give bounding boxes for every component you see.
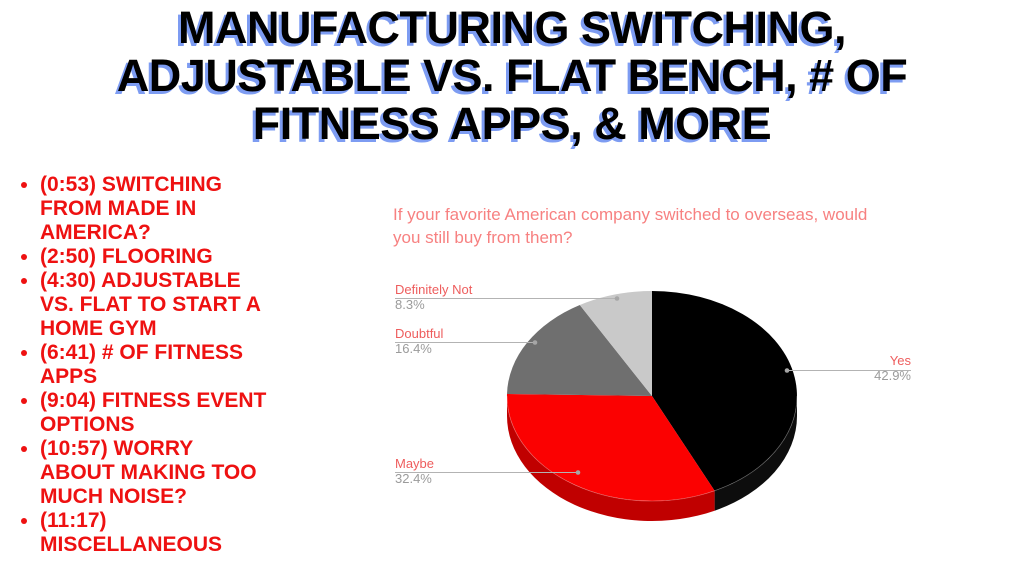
chapter-list: (0:53) SWITCHING FROM MADE IN AMERICA?(2… [14, 173, 376, 557]
slice-name-yes: Yes [889, 353, 911, 368]
pie-slice-doubtful [507, 305, 652, 396]
pie-rim-seam [714, 395, 798, 492]
chapter-item: (4:30) ADJUSTABLE VS. FLAT TO START A HO… [40, 269, 376, 341]
slice-pct-maybe: 32.4% [395, 471, 432, 486]
slice-pct-doubtful: 16.4% [395, 341, 432, 356]
leader-dot-definitely-not [614, 296, 620, 301]
pie-chart-panel: If your favorite American company switch… [390, 195, 1024, 576]
slice-name-definitely-not: Definitely Not [395, 282, 473, 297]
chart-title: If your favorite American company switch… [393, 205, 868, 247]
main-title: MANUFACTURING SWITCHING, ADJUSTABLE VS. … [116, 2, 908, 149]
chapter-item: (9:04) FITNESS EVENT OPTIONS [40, 389, 376, 437]
leader-dot-yes [784, 368, 790, 373]
pie-slice-yes [652, 291, 797, 491]
slice-pct-definitely-not: 8.3% [395, 297, 425, 312]
pie-slice-maybe [506, 394, 715, 501]
chapter-item: (11:17) MISCELLANEOUS [40, 509, 376, 557]
pie-slice-definitely-not [579, 291, 652, 396]
chapter-item: (0:53) SWITCHING FROM MADE IN AMERICA? [40, 173, 376, 245]
pie-rim-yes [714, 396, 797, 511]
slice-label-yes: Yes 42.9% [874, 353, 911, 383]
slice-name-doubtful: Doubtful [395, 326, 444, 341]
chapter-item: (10:57) WORRY ABOUT MAKING TOO MUCH NOIS… [40, 437, 376, 509]
slice-label-definitely-not: Definitely Not 8.3% [395, 282, 472, 312]
pie-rim-seam [506, 395, 715, 502]
chapter-item: (6:41) # OF FITNESS APPS [40, 341, 376, 389]
slice-label-maybe: Maybe 32.4% [395, 456, 434, 486]
slice-pct-yes: 42.9% [874, 368, 911, 383]
pie-chart-svg [395, 291, 911, 521]
pie-rim-maybe [507, 396, 715, 521]
slice-label-doubtful: Doubtful 16.4% [395, 326, 443, 356]
leader-dot-maybe [575, 470, 581, 475]
leader-dot-doubtful [532, 340, 538, 345]
slice-name-maybe: Maybe [395, 456, 435, 471]
chapter-item: (2:50) FLOORING [40, 245, 376, 269]
